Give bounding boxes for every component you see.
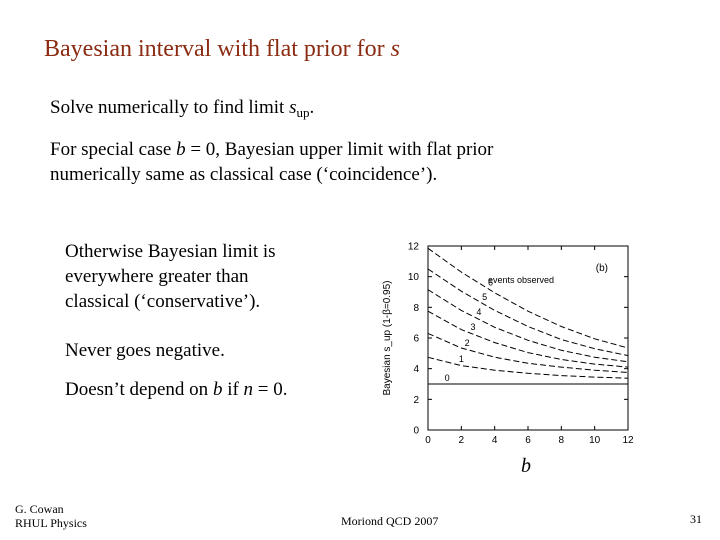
series-line-4	[427, 289, 629, 363]
footer-conference: Moriond QCD 2007	[341, 514, 439, 528]
series-label-2: 2	[465, 338, 470, 348]
series-line-6	[427, 247, 629, 349]
series-line-1	[427, 356, 629, 379]
y-tick-label: 8	[413, 303, 419, 314]
footer-author: G. Cowan RHUL Physics	[15, 502, 87, 530]
author-institution: RHUL Physics	[15, 516, 87, 530]
series-label-3: 3	[471, 322, 476, 332]
events-observed-annotation: events observed	[488, 275, 554, 285]
y-axis-label: Bayesian s_up (1-β=0.95)	[382, 281, 393, 396]
y-tick-label: 2	[413, 395, 419, 406]
bullet-never-negative: Never goes negative.	[65, 340, 225, 361]
text-line-solve: Solve numerically to find limit sup.	[50, 97, 315, 120]
series-label-4: 4	[476, 307, 481, 317]
x-tick-label: 10	[589, 435, 601, 446]
y-tick-label: 10	[408, 272, 420, 283]
author-name: G. Cowan	[15, 502, 64, 516]
x-tick-label: 4	[492, 435, 498, 446]
series-line-5	[427, 268, 629, 357]
text-line-coincidence: numerically same as classical case (‘coi…	[50, 164, 438, 185]
text-line-special-case: For special case b = 0, Bayesian upper l…	[50, 139, 494, 160]
series-line-2	[427, 332, 629, 373]
y-tick-label: 6	[413, 334, 419, 345]
page-number: 31	[690, 512, 702, 526]
series-label-1: 1	[459, 354, 464, 364]
panel-label: (b)	[596, 263, 608, 274]
text-special-case: For special case b = 0, Bayesian upper l…	[50, 137, 493, 187]
x-tick-label: 2	[459, 435, 465, 446]
slide-title: Bayesian interval with flat prior for s	[44, 36, 400, 62]
series-line-3	[427, 310, 629, 368]
x-axis-label: b	[521, 455, 531, 477]
bullet-no-b-dependence: Doesn’t depend on b if n = 0.	[65, 379, 288, 400]
x-tick-label: 8	[559, 435, 565, 446]
y-tick-label: 12	[408, 242, 420, 253]
series-label-5: 5	[482, 292, 487, 302]
y-tick-label: 0	[413, 426, 419, 437]
x-tick-label: 0	[425, 435, 431, 446]
y-tick-label: 4	[413, 364, 419, 375]
x-tick-label: 6	[525, 435, 531, 446]
x-tick-label: 12	[622, 435, 634, 446]
series-label-6: 6	[488, 278, 493, 288]
bullet-conservative: Otherwise Bayesian limit is everywhere g…	[65, 241, 276, 312]
series-label-0: 0	[445, 373, 450, 383]
